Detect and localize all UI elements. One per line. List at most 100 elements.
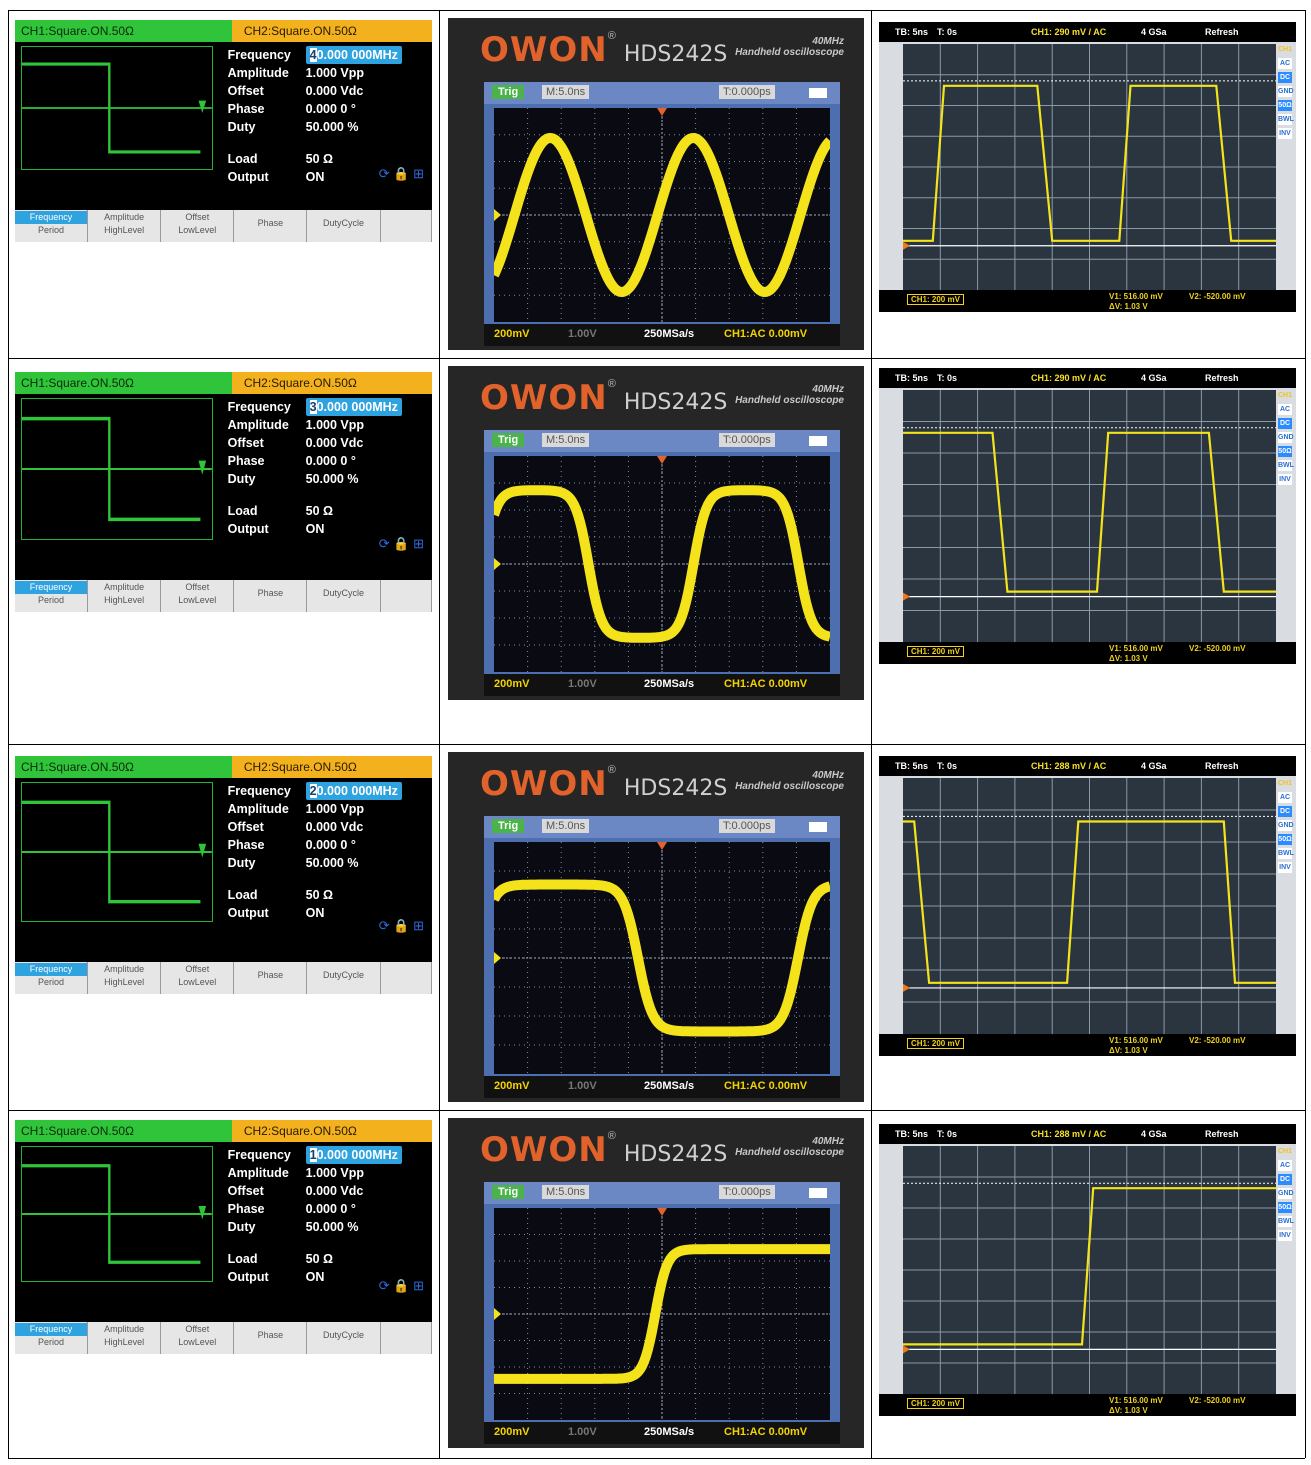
softkey-blank[interactable] — [380, 580, 432, 612]
softkey-phase[interactable]: Phase — [234, 1322, 308, 1354]
phase-row[interactable]: Phase 0.000 0 ° — [228, 1200, 402, 1218]
softkey-dutycycle[interactable]: DutyCycle — [307, 1322, 381, 1354]
owon-sample-rate: 250MSa/s — [644, 678, 695, 690]
softkey-frequency[interactable]: Frequency Period — [15, 210, 89, 242]
side-bwl: BWL — [1278, 1216, 1294, 1227]
duty-label: Duty — [227, 1220, 256, 1234]
frequency-row[interactable]: Frequency 20.000 000MHz — [228, 782, 402, 800]
softkey-bar: Frequency Period Amplitude HighLevel Offset L… — [15, 580, 432, 612]
owon-brand: OWON® HDS242S — [480, 764, 727, 804]
softkey-amplitude[interactable]: Amplitude HighLevel — [88, 962, 162, 994]
softkey-dutycycle[interactable]: DutyCycle — [307, 962, 381, 994]
trigger-time-readout: T: 0s — [937, 373, 958, 383]
owon-battery-icon — [809, 822, 827, 832]
duty-label: Duty — [227, 472, 256, 486]
output-value: ON — [305, 1270, 325, 1284]
offset-row[interactable]: Offset 0.000 Vdc — [228, 434, 402, 452]
trigger-time-readout: T: 0s — [937, 27, 958, 37]
softkey-blank[interactable] — [380, 210, 432, 242]
softkey-offset[interactable]: Offset LowLevel — [161, 962, 235, 994]
frequency-value[interactable]: 40.000 000MHz — [305, 46, 402, 64]
frequency-value[interactable]: 20.000 000MHz — [305, 782, 402, 800]
amplitude-row[interactable]: Amplitude 1.000 Vpp — [228, 416, 402, 434]
phase-row[interactable]: Phase 0.000 0 ° — [228, 452, 402, 470]
load-row: Load 50 Ω — [228, 886, 402, 904]
offset-row[interactable]: Offset 0.000 Vdc — [228, 82, 402, 100]
side-ac: AC — [1278, 404, 1292, 415]
softkey-amplitude[interactable]: Amplitude HighLevel — [88, 1322, 162, 1354]
phase-value: 0.000 0 ° — [305, 838, 356, 852]
side-inv: INV — [1278, 128, 1292, 139]
load-label: Load — [227, 504, 258, 518]
frequency-row[interactable]: Frequency 40.000 000MHz — [228, 46, 402, 64]
phase-row[interactable]: Phase 0.000 0 ° — [228, 836, 402, 854]
square-wave-preview — [22, 62, 212, 154]
softkey-amplitude-label: Amplitude — [104, 1324, 145, 1334]
offset-row[interactable]: Offset 0.000 Vdc — [228, 1182, 402, 1200]
duty-row[interactable]: Duty 50.000 % — [228, 1218, 402, 1236]
owon-bandwidth: 40MHz — [812, 770, 844, 781]
softkey-amplitude[interactable]: Amplitude HighLevel — [88, 580, 162, 612]
trigger-time-readout: T: 0s — [937, 761, 958, 771]
softkey-blank[interactable] — [380, 1322, 432, 1354]
softkey-offset[interactable]: Offset LowLevel — [161, 580, 235, 612]
phase-value: 0.000 0 ° — [305, 102, 356, 116]
softkey-offset[interactable]: Offset LowLevel — [161, 1322, 235, 1354]
phase-label: Phase — [227, 1202, 265, 1216]
offset-row[interactable]: Offset 0.000 Vdc — [228, 818, 402, 836]
waveform-preview — [21, 46, 213, 170]
cursor-v1: V1: 516.00 mV — [1109, 1396, 1163, 1405]
duty-row[interactable]: Duty 50.000 % — [228, 470, 402, 488]
phase-row[interactable]: Phase 0.000 0 ° — [228, 100, 402, 118]
frequency-value[interactable]: 30.000 000MHz — [305, 398, 402, 416]
owon-status-bar: 200mV 1.00V 250MSa/s CH1:AC 0.00mV — [484, 1422, 840, 1444]
owon-registered-mark: ® — [607, 764, 616, 776]
amplitude-row[interactable]: Amplitude 1.000 Vpp — [228, 1164, 402, 1182]
ch1-tab: CH1:Square.ON.50Ω — [15, 20, 232, 42]
amplitude-value: 1.000 Vpp — [305, 418, 365, 432]
frequency-row[interactable]: Frequency 30.000 000MHz — [228, 398, 402, 416]
side-50ohm: 50Ω — [1278, 446, 1292, 457]
softkey-frequency[interactable]: Frequency Period — [15, 580, 89, 612]
cursor-v2: V2: -520.00 mV — [1189, 1036, 1246, 1045]
softkey-phase[interactable]: Phase — [234, 962, 308, 994]
amplitude-row[interactable]: Amplitude 1.000 Vpp — [228, 800, 402, 818]
softkey-amplitude-sublabel: HighLevel — [104, 225, 145, 235]
duty-value: 50.000 % — [305, 1220, 359, 1234]
duty-row[interactable]: Duty 50.000 % — [228, 118, 402, 136]
side-ac: AC — [1278, 792, 1292, 803]
frequency-value[interactable]: 10.000 000MHz — [305, 1146, 402, 1164]
softkey-frequency[interactable]: Frequency Period — [15, 1322, 89, 1354]
softkey-dutycycle[interactable]: DutyCycle — [307, 580, 381, 612]
duty-row[interactable]: Duty 50.000 % — [228, 854, 402, 872]
owon-ch1-scale: 200mV — [494, 1426, 530, 1438]
softkey-phase[interactable]: Phase — [234, 580, 308, 612]
softkey-phase[interactable]: Phase — [234, 210, 308, 242]
owon-status-bar: 200mV 1.00V 250MSa/s CH1:AC 0.00mV — [484, 1076, 840, 1098]
owon-trig-status: Trig — [492, 1185, 525, 1199]
owon-display: Trig M:5.0ns T:0.000ps 200mV 1.00V 250MSa/s CH… — [484, 82, 840, 346]
softkey-blank[interactable] — [380, 962, 432, 994]
cursor-delta-v: ΔV: 1.03 V — [1109, 1406, 1148, 1415]
duty-value: 50.000 % — [305, 472, 359, 486]
owon-plot-area — [494, 842, 830, 1074]
softkey-phase-label: Phase — [257, 1330, 284, 1340]
frequency-row[interactable]: Frequency 10.000 000MHz — [228, 1146, 402, 1164]
ch2-tab: CH2:Square.ON.50Ω — [231, 372, 432, 394]
softkey-offset[interactable]: Offset LowLevel — [161, 210, 235, 242]
softkey-offset-sublabel: LowLevel — [178, 1337, 217, 1347]
owon-brand: OWON® HDS242S — [480, 378, 727, 418]
function-generator-screen: CH1:Square.ON.50Ω CH2:Square.ON.50Ω Freque… — [15, 372, 432, 612]
softkey-frequency[interactable]: Frequency Period — [15, 962, 89, 994]
softkey-amplitude[interactable]: Amplitude HighLevel — [88, 210, 162, 242]
square-wave-preview — [22, 416, 212, 522]
amplitude-row[interactable]: Amplitude 1.000 Vpp — [228, 64, 402, 82]
offset-label: Offset — [227, 436, 264, 450]
frequency-value-rest: 0.000 000MHz — [316, 784, 398, 798]
softkey-dutycycle[interactable]: DutyCycle — [307, 210, 381, 242]
offset-value: 0.000 Vdc — [305, 436, 364, 450]
owon-ch1-coupling: CH1:AC 0.00mV — [724, 678, 808, 690]
owon-ch1-scale: 200mV — [494, 678, 530, 690]
amplitude-label: Amplitude — [227, 802, 289, 816]
